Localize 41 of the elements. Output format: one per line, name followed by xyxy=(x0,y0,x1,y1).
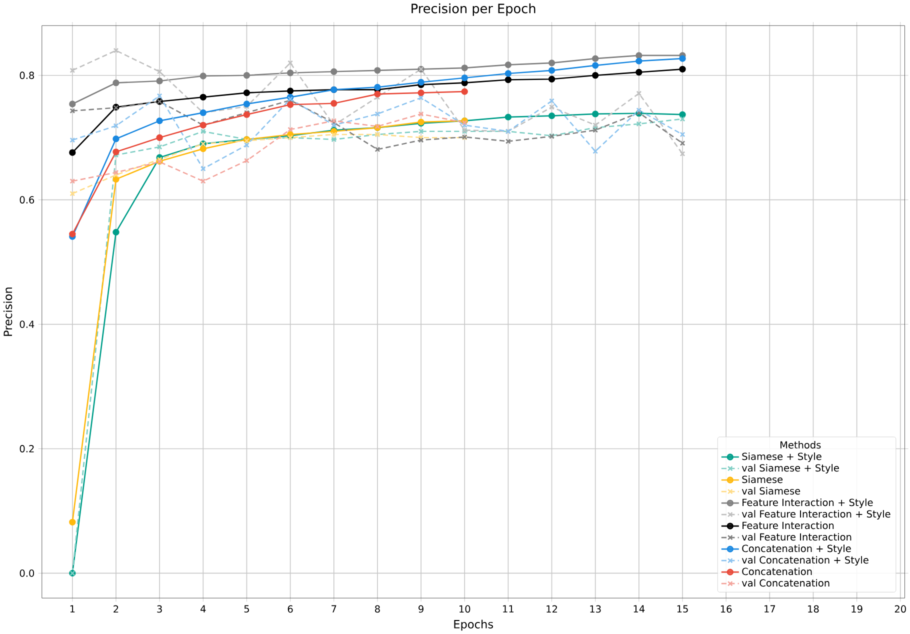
x-tick-label: 17 xyxy=(764,605,776,612)
legend-label: Feature Interaction + Style xyxy=(742,498,873,508)
x-tick-label: 4 xyxy=(200,605,206,612)
x-tick-label: 2 xyxy=(114,605,118,613)
legend-label: val Concatenation + Style xyxy=(742,556,868,566)
legend-title: Methods xyxy=(780,441,821,449)
legend-label: val Siamese + Style xyxy=(742,464,839,474)
legend-label: val Siamese xyxy=(742,487,800,495)
x-tick-label: 12 xyxy=(546,605,557,613)
x-tick-label: 10 xyxy=(459,605,470,613)
x-tick-label: 19 xyxy=(852,605,862,613)
x-tick-label: 15 xyxy=(677,605,688,613)
x-tick-label: 9 xyxy=(418,605,424,613)
legend-label: val Feature Interaction + Style xyxy=(742,510,890,520)
x-tick-label: 20 xyxy=(894,605,906,613)
legend-label: Feature Interaction xyxy=(742,522,834,530)
x-tick-label: 5 xyxy=(244,605,249,613)
legend-label: Concatenation + Style xyxy=(742,544,851,554)
x-tick-label: 7 xyxy=(332,605,336,612)
x-tick-label: 8 xyxy=(375,605,380,613)
legend-label: Concatenation xyxy=(742,568,812,576)
x-tick-label: 1 xyxy=(70,605,75,612)
y-tick-label: 0.6 xyxy=(20,196,34,204)
x-tick-label: 11 xyxy=(503,605,514,612)
y-tick-label: 0.8 xyxy=(20,72,34,80)
x-tick-label: 3 xyxy=(157,605,162,613)
y-tick-label: 0.0 xyxy=(20,569,34,577)
x-tick-label: 16 xyxy=(720,605,732,613)
legend-label: Siamese xyxy=(742,476,783,484)
legend-label: val Feature Interaction xyxy=(742,533,852,541)
x-tick-label: 14 xyxy=(634,605,645,612)
x-tick-label: 18 xyxy=(808,605,819,613)
y-tick-label: 0.2 xyxy=(20,445,34,452)
legend-label: val Concatenation xyxy=(742,579,830,587)
x-tick-label: 13 xyxy=(590,605,601,613)
chart-title: Precision per Epoch xyxy=(412,3,536,16)
legend-label: Siamese + Style xyxy=(742,452,822,462)
y-axis-title: Precision xyxy=(3,288,12,336)
x-axis-title: Epochs xyxy=(454,620,493,631)
y-tick-label: 0.4 xyxy=(20,320,34,328)
x-tick-label: 6 xyxy=(288,605,293,613)
